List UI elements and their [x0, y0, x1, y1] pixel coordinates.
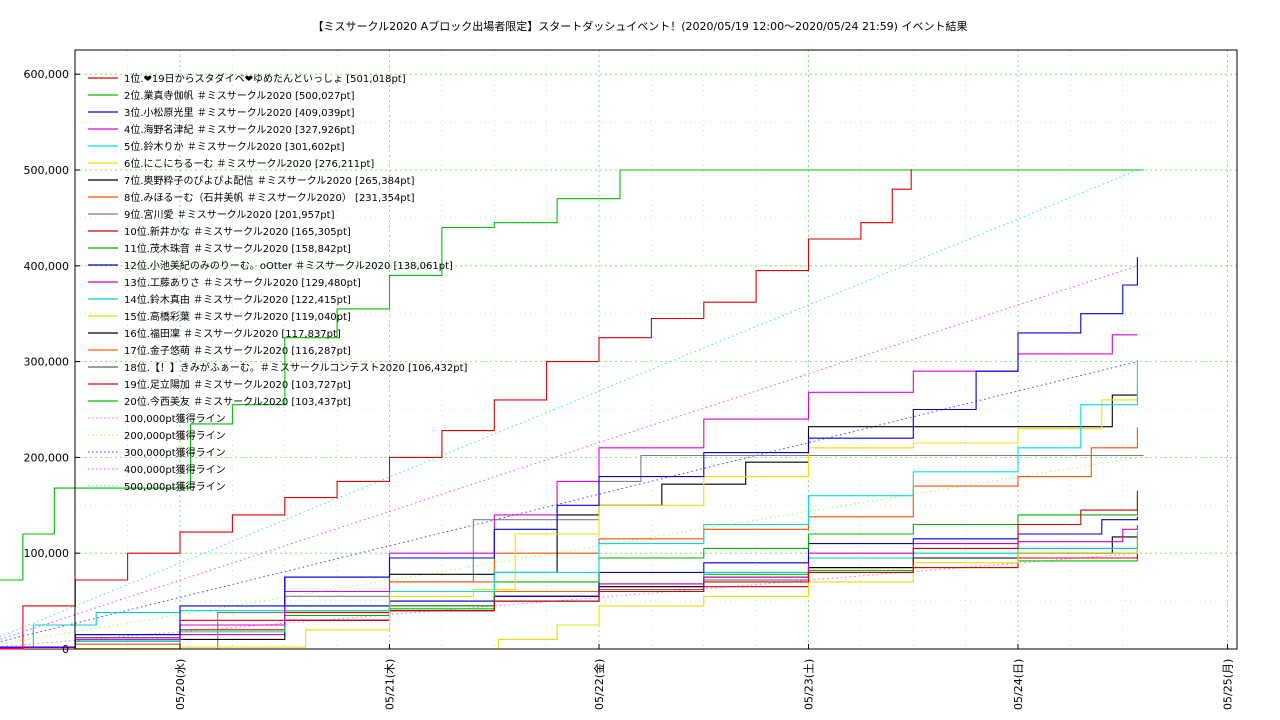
plot-frame	[74, 49, 1238, 650]
legend-label: 6位.にこにちるーむ ＃ミスサークル2020 [276,211pt]	[124, 157, 374, 170]
y-tick-label: 500,000	[24, 164, 70, 177]
legend-label: 3位.小松原光里 ＃ミスサークル2020 [409,039pt]	[124, 106, 355, 119]
series-line	[0, 169, 1144, 581]
legend-label: 9位.宮川愛 ＃ミスサークル2020 [201,957pt]	[124, 208, 335, 221]
legend-label: 17位.金子悠萌 ＃ミスサークル2020 [116,287pt]	[124, 344, 351, 357]
series-line	[0, 525, 1138, 650]
chart-title: 【ミスサークル2020 Aブロック出場者限定】スタートダッシュイベント！(202…	[312, 20, 968, 33]
legend-label: 4位.海野名津紀 ＃ミスサークル2020 [327,926pt]	[124, 123, 355, 136]
reference-line	[0, 169, 1138, 638]
legend-label: 7位.奥野粋子のぴよぴよ配信 ＃ミスサークル2020 [265,384pt]	[124, 174, 415, 187]
legend-label: 1位.❤19日からスタダイベ❤ゆめたんといっしょ [501,018pt]	[124, 72, 406, 85]
series-line	[0, 535, 1138, 650]
x-tick-label: 05/22(金)	[592, 659, 606, 710]
legend-label: 5位.鈴木りか ＃ミスサークル2020 [301,602pt]	[124, 140, 345, 153]
legend-label: 400,000pt獲得ライン	[124, 463, 226, 476]
x-tick-label: 05/24(日)	[1012, 659, 1025, 710]
series-line	[0, 257, 1138, 648]
legend-label: 8位.みほるーむ（石井美帆 ＃ミスサークル2020） [231,354pt]	[124, 191, 415, 204]
x-tick-label: 05/21(木)	[384, 659, 397, 710]
y-tick-label: 400,000	[24, 260, 70, 273]
legend-label: 300,000pt獲得ライン	[124, 446, 226, 459]
series-line	[0, 169, 912, 650]
y-tick-label: 300,000	[24, 356, 70, 369]
legend-label: 15位.高橋彩葉 ＃ミスサークル2020 [119,040pt]	[124, 310, 351, 323]
legend-label: 13位.工藤ありさ ＃ミスサークル2020 [129,480pt]	[124, 276, 361, 289]
legend: 1位.❤19日からスタダイベ❤ゆめたんといっしょ [501,018pt] 2位.業…	[88, 72, 468, 493]
legend-label: 10位.新井かな ＃ミスサークル2020 [165,305pt]	[124, 225, 351, 238]
legend-label: 18位.【！】きみがふぁーむ。＃ミスサークルコンテスト2020 [106,432…	[124, 361, 468, 374]
legend-label: 16位.福田凜 ＃ミスサークル2020 [117,837pt]	[124, 327, 341, 340]
y-tick-label: 200,000	[24, 451, 70, 464]
legend-label: 2位.業真寺伽帆 ＃ミスサークル2020 [500,027pt]	[124, 89, 355, 102]
x-tick-label: 05/23(土)	[803, 659, 816, 710]
y-tick-label: 100,000	[24, 547, 70, 560]
legend-label: 11位.茂木珠音 ＃ミスサークル2020 [158,842pt]	[124, 242, 351, 255]
legend-label: 100,000pt獲得ライン	[124, 412, 226, 425]
legend-label: 12位.小池美紀のみのりーむ。oOtter ＃ミスサークル2020 [138,0…	[124, 259, 453, 272]
series-layer	[0, 169, 1144, 650]
legend-label: 500,000pt獲得ライン	[124, 480, 226, 493]
axes: 0 100,000 200,000 300,000 400,000 500,000 600,…	[24, 68, 1235, 710]
x-tick-label: 05/20(水)	[174, 659, 187, 710]
series-line	[0, 516, 1138, 650]
series-line	[0, 537, 1138, 650]
legend-label: 19位.足立陽加 ＃ミスサークル2020 [103,727pt]	[124, 378, 351, 391]
y-tick-label: 600,000	[24, 68, 70, 81]
legend-label: 20位.今西美友 ＃ミスサークル2020 [103,437pt]	[124, 395, 351, 408]
y-tick-label: 0	[62, 643, 69, 656]
legend-label: 200,000pt獲得ライン	[124, 429, 226, 442]
series-line	[0, 531, 1138, 650]
x-tick-label: 05/25(月)	[1222, 659, 1235, 710]
legend-label: 14位.鈴木真由 ＃ミスサークル2020 [122,415pt]	[124, 293, 351, 306]
